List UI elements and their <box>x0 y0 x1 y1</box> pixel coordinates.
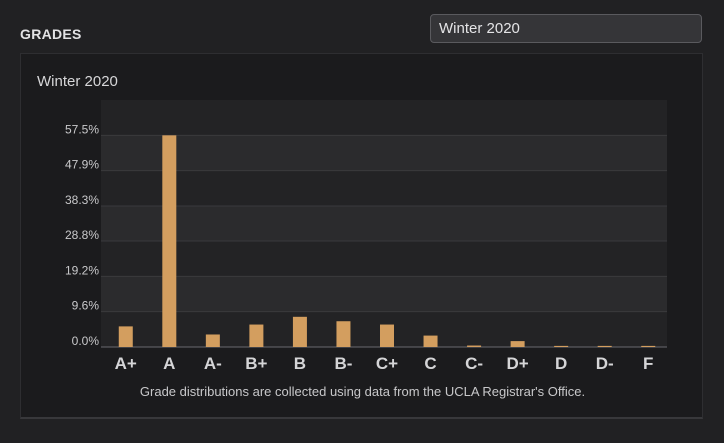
grid-band <box>101 100 667 136</box>
x-tick-label: D- <box>596 354 614 373</box>
x-tick-label: B+ <box>245 354 267 373</box>
grid-band <box>101 135 667 171</box>
y-tick-label: 57.5% <box>65 122 99 136</box>
bar-b-minusplus <box>249 324 264 347</box>
bar-a <box>162 135 177 347</box>
y-tick-label: 19.2% <box>65 263 99 277</box>
x-tick-label: A- <box>204 354 222 373</box>
grid-band <box>101 240 667 277</box>
grid-band <box>101 206 667 241</box>
y-tick-label: 38.3% <box>65 193 99 207</box>
bar-c-minusplus <box>380 324 394 347</box>
y-tick-label: 0.0% <box>72 334 100 348</box>
bar-d <box>554 345 569 347</box>
bar-a-minusplus <box>118 326 133 347</box>
bar-b-minus <box>336 321 351 347</box>
bar-d-minus <box>597 345 612 347</box>
grade-distribution-panel: Winter 2020 0.0% 9.6% 19.2% 28.8% 38.3% 47.9%… <box>20 53 703 419</box>
y-tick-label: 28.8% <box>65 228 99 242</box>
x-tick-label: A <box>163 354 175 373</box>
bar-c <box>423 335 438 347</box>
grid-band <box>101 170 667 207</box>
data-source-note: Grade distributions are collected using … <box>139 384 586 399</box>
term-select[interactable]: Winter 2020 <box>430 14 702 43</box>
y-tick-label: 9.6% <box>72 299 100 313</box>
x-tick-label: F <box>643 354 653 373</box>
x-tick-label: C- <box>465 354 483 373</box>
y-tick-label: 47.9% <box>65 158 99 172</box>
grid-band <box>101 276 667 312</box>
x-tick-label: D <box>555 354 567 373</box>
bar-f <box>641 345 656 347</box>
x-tick-label: B- <box>334 354 352 373</box>
bar-a-minus <box>205 334 220 347</box>
x-tick-label: D+ <box>507 354 529 373</box>
chart-title: Winter 2020 <box>37 73 118 90</box>
bar-c-minus <box>467 345 482 347</box>
x-tick-label: C <box>424 354 436 373</box>
x-tick-label: C+ <box>376 354 398 373</box>
bar-d-minusplus <box>510 341 525 347</box>
bar-b <box>292 316 307 347</box>
grade-distribution-chart: 0.0% 9.6% 19.2% 28.8% 38.3% 47.9% 57.5% A+ A A- B+… <box>65 100 667 373</box>
x-tick-label: B <box>294 354 306 373</box>
x-tick-label: A+ <box>115 354 137 373</box>
grades-section-title: GRADES <box>20 26 82 42</box>
